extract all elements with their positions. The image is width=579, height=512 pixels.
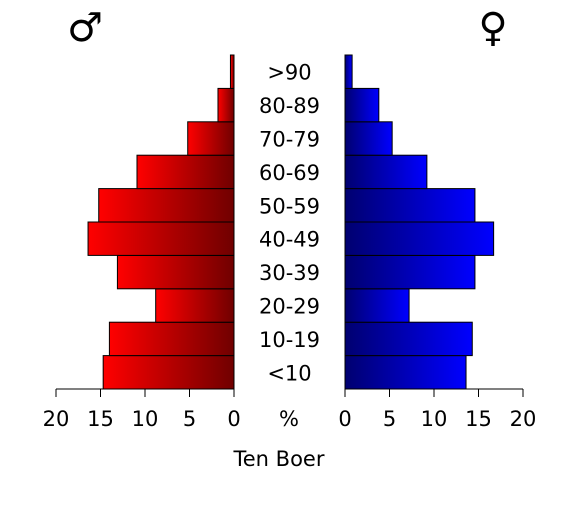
bar bbox=[344, 288, 410, 323]
bar bbox=[187, 121, 235, 156]
x-tick-label: 20 bbox=[510, 407, 537, 431]
category-label: 10-19 bbox=[259, 328, 320, 352]
category-label: 50-59 bbox=[259, 194, 320, 218]
category-label: 20-29 bbox=[259, 295, 320, 319]
bar bbox=[344, 221, 495, 256]
x-tick-label: 10 bbox=[132, 407, 159, 431]
bar bbox=[108, 321, 235, 357]
category-label: >90 bbox=[267, 61, 311, 85]
bar bbox=[136, 154, 235, 190]
bar bbox=[344, 54, 353, 89]
bar bbox=[344, 355, 467, 390]
bar bbox=[87, 221, 235, 256]
legend-symbol: ♂ bbox=[67, 5, 103, 51]
x-tick-label: 0 bbox=[338, 407, 351, 431]
bar bbox=[344, 321, 473, 357]
bar bbox=[344, 121, 393, 156]
bar bbox=[98, 188, 235, 223]
x-tick-label: 20 bbox=[43, 407, 70, 431]
x-tick-label: 0 bbox=[227, 407, 240, 431]
category-label: 80-89 bbox=[259, 94, 320, 118]
legend-symbol: ♀ bbox=[478, 5, 507, 51]
bar bbox=[344, 254, 476, 290]
x-tick-label: 15 bbox=[87, 407, 114, 431]
bar bbox=[344, 154, 428, 190]
category-label: 40-49 bbox=[259, 228, 320, 252]
x-tick-label: 5 bbox=[383, 407, 396, 431]
bar bbox=[344, 188, 476, 223]
x-tick-label: 5 bbox=[183, 407, 196, 431]
category-label: 70-79 bbox=[259, 128, 320, 152]
bar bbox=[229, 54, 235, 89]
x-axis-label: % bbox=[279, 407, 299, 431]
x-tick-label: 15 bbox=[465, 407, 492, 431]
bar bbox=[217, 87, 235, 123]
chart-title: Ten Boer bbox=[233, 447, 325, 471]
bar bbox=[102, 355, 235, 390]
category-label: 60-69 bbox=[259, 161, 320, 185]
category-label: 30-39 bbox=[259, 261, 320, 285]
category-label: <10 bbox=[267, 361, 311, 385]
bar bbox=[116, 254, 235, 290]
bar bbox=[344, 87, 380, 123]
x-tick-label: 10 bbox=[421, 407, 448, 431]
bar bbox=[155, 288, 235, 323]
